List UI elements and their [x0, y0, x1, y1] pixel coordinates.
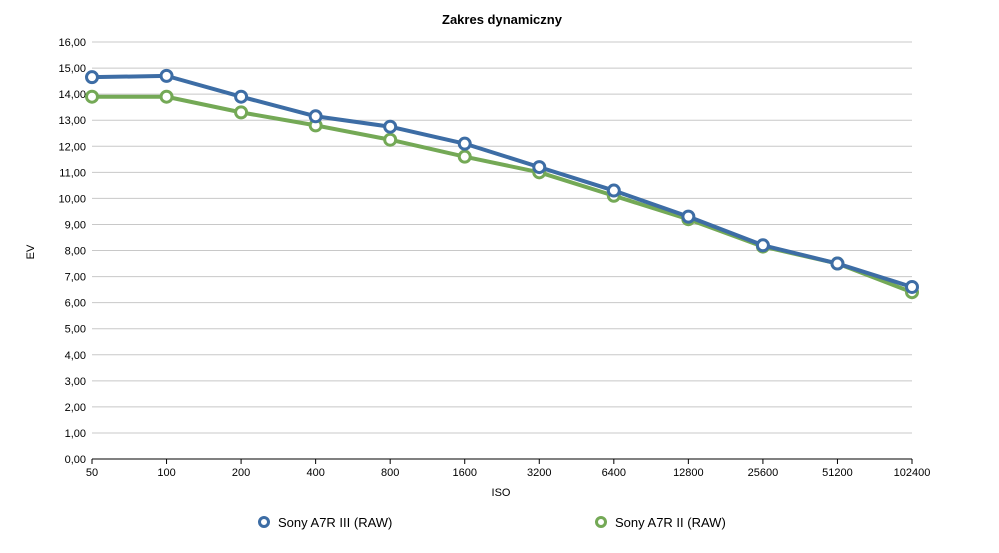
x-tick-label: 100 — [157, 467, 175, 479]
data-point — [532, 160, 547, 175]
data-point — [606, 183, 621, 198]
chart-title: Zakres dynamiczny — [442, 12, 563, 27]
x-tick-label: 200 — [232, 467, 250, 479]
y-tick-label: 3,00 — [65, 376, 86, 388]
data-point — [159, 68, 174, 83]
x-tick-label: 6400 — [602, 467, 626, 479]
gridlines — [92, 41, 912, 434]
data-point — [85, 89, 99, 104]
legend: Sony A7R III (RAW) Sony A7R II (RAW) — [258, 515, 726, 530]
y-tick-label: 12,00 — [58, 141, 86, 153]
y-tick-label: 7,00 — [65, 272, 86, 284]
x-tick-label: 400 — [306, 467, 324, 479]
data-point — [383, 132, 398, 147]
series-line — [90, 73, 914, 289]
legend-label: Sony A7R II (RAW) — [615, 515, 726, 530]
x-tick-label: 102400 — [894, 467, 931, 479]
y-tick-label: 9,00 — [65, 219, 86, 231]
data-point — [681, 209, 696, 224]
series — [85, 89, 919, 300]
x-tick-label: 800 — [381, 467, 399, 479]
x-tick-label: 51200 — [822, 467, 853, 479]
data-point — [85, 70, 99, 85]
y-tick-label: 5,00 — [65, 324, 86, 336]
y-tick-label: 13,00 — [58, 115, 86, 127]
x-tick-label: 50 — [86, 467, 98, 479]
data-point — [159, 89, 174, 104]
data-point — [755, 238, 770, 253]
series-line — [90, 94, 914, 295]
y-tick-label: 0,00 — [65, 454, 86, 466]
legend-label: Sony A7R III (RAW) — [278, 515, 392, 530]
y-tick-label: 16,00 — [58, 37, 86, 49]
y-tick-label: 8,00 — [65, 246, 86, 258]
x-tick-label: 3200 — [527, 467, 551, 479]
y-tick-label: 2,00 — [65, 402, 86, 414]
x-tick-label: 25600 — [748, 467, 779, 479]
y-tick-label: 14,00 — [58, 89, 86, 101]
y-tick-label: 6,00 — [65, 298, 86, 310]
data-point — [905, 279, 919, 294]
legend-item: Sony A7R III (RAW) — [258, 515, 392, 530]
data-point — [383, 119, 398, 134]
data-point — [457, 149, 472, 164]
y-axis-label: EV — [25, 244, 37, 259]
y-axis-tick-labels: 0,00 1,00 2,00 3,00 4,00 5,00 6,00 7,00 8,00 9,00… — [58, 37, 86, 466]
series — [85, 68, 919, 294]
y-tick-label: 15,00 — [58, 63, 86, 75]
axes — [91, 458, 913, 464]
legend-marker — [258, 516, 270, 528]
y-tick-label: 4,00 — [65, 350, 86, 362]
legend-item: Sony A7R II (RAW) — [595, 515, 726, 530]
x-tick-label: 1600 — [452, 467, 476, 479]
series-lines — [85, 68, 919, 300]
y-tick-label: 11,00 — [59, 167, 86, 179]
legend-marker — [595, 516, 607, 528]
x-tick-label: 12800 — [673, 467, 704, 479]
y-tick-label: 1,00 — [65, 428, 86, 440]
data-point — [234, 89, 249, 104]
data-point — [308, 109, 323, 124]
data-point — [457, 136, 472, 151]
data-point — [234, 105, 249, 120]
x-axis-label: ISO — [492, 487, 511, 499]
x-axis-tick-labels: 50 100 200 400 800 1600 3200 6400 12800 25600 5120… — [86, 467, 930, 479]
data-point — [830, 256, 845, 271]
y-tick-label: 10,00 — [58, 193, 86, 205]
